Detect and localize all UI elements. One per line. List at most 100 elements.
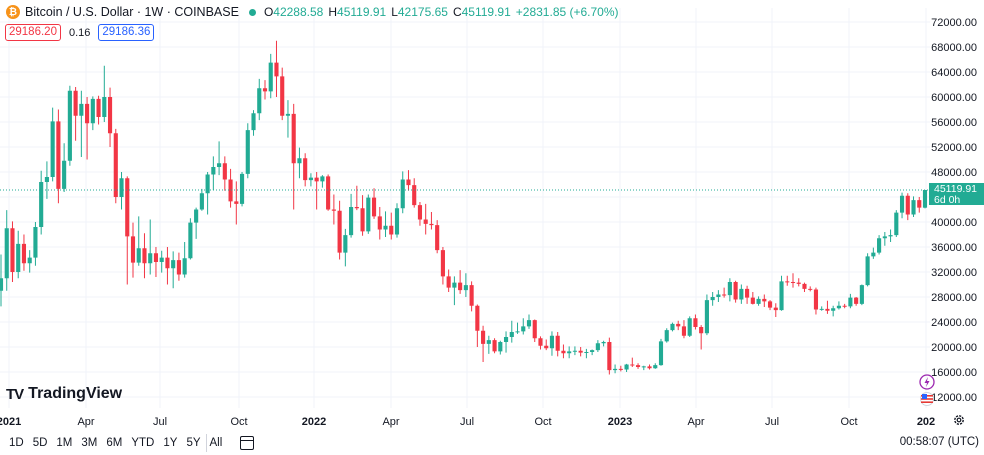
candle-body-down (469, 285, 474, 306)
high-label: H (328, 5, 338, 19)
candle-body-down (578, 350, 583, 353)
spread-value: 0.16 (68, 26, 91, 39)
candle-body-down (142, 248, 147, 264)
gear-icon[interactable] (952, 413, 966, 427)
candle-body-up (624, 364, 629, 370)
tf-1m[interactable]: 1M (56, 437, 73, 449)
time-tick-label: Apr (77, 416, 94, 428)
flash-icon[interactable] (919, 374, 935, 390)
candle-body-up (102, 97, 107, 117)
symbol-title[interactable]: Bitcoin / U.S. Dollar · 1W · COINBASE (25, 5, 239, 19)
candle-body-down (125, 178, 130, 237)
candle-body-down (435, 225, 440, 251)
candle-body-down (234, 201, 239, 204)
candle-body-up (182, 258, 187, 275)
candle-body-up (486, 340, 491, 344)
market-open-indicator (248, 8, 256, 16)
candle-body-up (601, 342, 606, 344)
candle-body-down (544, 345, 549, 349)
tf-all[interactable]: All (209, 437, 223, 449)
low-value: 42175.65 (397, 5, 448, 19)
candle-body-up (498, 342, 503, 352)
candle-body-up (188, 222, 193, 259)
tradingview-logo[interactable]: TV TradingView (6, 385, 122, 403)
candle-body-up (50, 121, 55, 177)
candle-body-up (217, 163, 222, 167)
candle-body-down (802, 283, 807, 289)
buy-price-button[interactable]: 29186.36 (98, 24, 155, 41)
price-tick-label: 36000.00 (931, 242, 977, 254)
candle-body-down (440, 250, 445, 277)
candle-body-down (796, 282, 801, 284)
candle-body-down (681, 326, 687, 336)
candle-body-up (859, 285, 864, 304)
candle-body-down (676, 323, 681, 327)
candle-body-down (561, 350, 566, 354)
candle-body-down (360, 208, 365, 232)
tf-3m[interactable]: 3M (81, 437, 98, 449)
candle-body-down (785, 281, 790, 283)
close-label: C (452, 5, 462, 19)
candlestick-chart[interactable]: 72000.00 68000.00 64000.00 60000.00 56000.00… (0, 0, 984, 432)
price-tick-label: 40000.00 (931, 217, 977, 229)
time-tick-label: Apr (382, 416, 399, 428)
tf-5y[interactable]: 5Y (186, 437, 201, 449)
tf-1y[interactable]: 1Y (163, 437, 178, 449)
bar-countdown: 6d 0h (934, 193, 961, 206)
time-tick-label: Oct (230, 416, 247, 428)
candle-body-down (607, 342, 612, 371)
candle-body-up (871, 252, 876, 257)
candle-body-down (371, 197, 377, 217)
candle-body-down (630, 364, 635, 366)
candle-body-down (808, 288, 813, 290)
candle-body-down (176, 260, 181, 275)
candle-body-down (73, 90, 78, 116)
us-flag-icon[interactable] (920, 392, 934, 406)
candle-body-down (10, 228, 15, 272)
candle-body-up (452, 282, 457, 288)
price-tick-label: 12000.00 (931, 392, 977, 404)
low-label: L (391, 5, 398, 19)
candle-body-up (899, 195, 905, 213)
candle-body-up (727, 282, 732, 296)
utc-clock[interactable]: 00:58:07 (UTC) (899, 436, 979, 448)
candle-body-down (813, 289, 819, 310)
candle-body-down (274, 62, 279, 77)
candle-body-up (877, 238, 882, 253)
timeframe-bar: 1D 5D 1M 3M 6M YTD 1Y 5Y All (0, 432, 255, 454)
sell-price-button[interactable]: 29186.20 (5, 24, 61, 41)
time-tick-label: 2021 (0, 416, 21, 428)
brand-name: TradingView (28, 385, 123, 402)
candle-body-down (618, 368, 623, 370)
candle-body-down (291, 113, 296, 164)
calendar-icon[interactable] (240, 436, 255, 450)
price-axis[interactable]: 72000.00 68000.00 64000.00 60000.00 56000.00… (931, 17, 977, 404)
candle-body-down (647, 366, 652, 369)
time-tick-label: Oct (840, 416, 857, 428)
candle-body-up (595, 343, 600, 351)
candle-body-up (819, 308, 824, 310)
price-tick-label: 72000.00 (931, 17, 977, 29)
candle-body-up (888, 235, 893, 237)
tf-6m[interactable]: 6M (106, 437, 123, 449)
candle-body-up (159, 257, 164, 262)
time-tick-label: 2023 (608, 416, 632, 428)
symbol-header: ₿ Bitcoin / U.S. Dollar · 1W · COINBASE … (0, 0, 624, 24)
candle-body-down (130, 236, 136, 263)
time-tick-label: Jul (765, 416, 779, 428)
candle-body-up (90, 98, 95, 124)
candle-body-down (262, 88, 268, 92)
close-value: 45119.91 (461, 5, 511, 19)
price-tick-label: 48000.00 (931, 167, 977, 179)
candle-body-up (16, 243, 21, 272)
candle-body-up (894, 212, 899, 236)
bitcoin-logo-icon: ₿ (6, 5, 20, 19)
candle-body-up (79, 103, 84, 116)
tf-5d[interactable]: 5D (32, 437, 48, 449)
tf-1d[interactable]: 1D (9, 437, 24, 449)
time-axis[interactable]: 2021 Apr Jul Oct 2022 Apr Jul Oct 2023 Apr Jul Oct 2… (0, 416, 935, 428)
tf-ytd[interactable]: YTD (131, 437, 155, 449)
candles (0, 40, 928, 375)
candle-body-up (268, 62, 273, 92)
